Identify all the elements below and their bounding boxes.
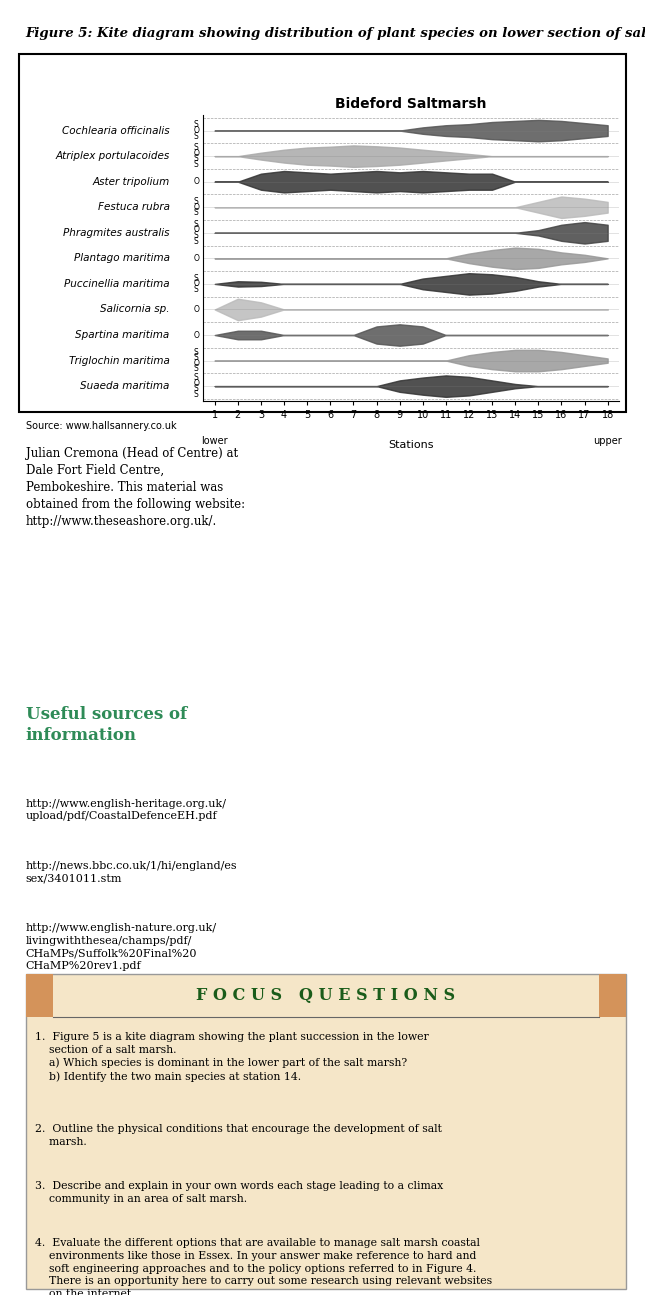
Text: S: S (194, 237, 199, 246)
Text: Suaeda maritima: Suaeda maritima (80, 381, 170, 391)
Text: Puccinellia maritima: Puccinellia maritima (64, 278, 170, 289)
Text: 3.  Describe and explain in your own words each stage leading to a climax
    co: 3. Describe and explain in your own word… (35, 1181, 444, 1204)
Text: O: O (193, 225, 199, 234)
Text: S: S (194, 144, 199, 153)
Text: Phragmites australis: Phragmites australis (63, 228, 170, 238)
Text: S: S (194, 273, 199, 282)
X-axis label: Stations: Stations (388, 440, 434, 449)
Text: Plantago maritima: Plantago maritima (74, 254, 170, 263)
Text: S: S (194, 354, 199, 363)
Text: Useful sources of
information: Useful sources of information (26, 706, 187, 743)
Text: O: O (193, 177, 199, 186)
Text: S: S (194, 390, 199, 399)
Text: 4.  Evaluate the different options that are available to manage salt marsh coast: 4. Evaluate the different options that a… (35, 1238, 493, 1295)
Text: S: S (194, 347, 199, 356)
Text: Festuca rubra: Festuca rubra (97, 202, 170, 212)
Text: Julian Cremona (Head of Centre) at
Dale Fort Field Centre,
Pembokeshire. This ma: Julian Cremona (Head of Centre) at Dale … (26, 447, 245, 528)
Text: O: O (193, 149, 199, 158)
Text: http://www.english-nature.org.uk/
livingwiththesea/champs/pdf/
CHaMPs/Suffolk%20: http://www.english-nature.org.uk/ living… (26, 923, 217, 970)
Text: S: S (194, 220, 199, 229)
Text: upper: upper (593, 436, 622, 445)
Text: Aster tripolium: Aster tripolium (92, 176, 170, 186)
Text: http://www.english-heritage.org.uk/
upload/pdf/CoastalDefenceEH.pdf: http://www.english-heritage.org.uk/ uplo… (26, 799, 227, 821)
Text: Cochlearia officinalis: Cochlearia officinalis (62, 126, 170, 136)
Text: Spartina maritima: Spartina maritima (75, 330, 170, 341)
Text: http://news.bbc.co.uk/1/hi/england/es
sex/3401011.stm: http://news.bbc.co.uk/1/hi/england/es se… (26, 861, 237, 883)
Text: S: S (194, 385, 199, 394)
Text: S: S (194, 197, 199, 206)
Text: Triglochin maritima: Triglochin maritima (69, 356, 170, 365)
Text: S: S (194, 208, 199, 218)
Text: S: S (194, 373, 199, 382)
Text: S: S (194, 364, 199, 373)
Text: O: O (193, 254, 199, 263)
Text: S: S (194, 161, 199, 170)
Text: Salicornia sp.: Salicornia sp. (100, 304, 170, 315)
Text: S: S (194, 231, 199, 240)
Text: O: O (193, 379, 199, 387)
Text: Figure 5: Kite diagram showing distribution of plant species on lower section of: Figure 5: Kite diagram showing distribut… (26, 27, 645, 40)
Text: S: S (194, 154, 199, 163)
Text: S: S (194, 132, 199, 141)
Text: S: S (194, 285, 199, 294)
Text: O: O (193, 330, 199, 339)
Text: 2.  Outline the physical conditions that encourage the development of salt
    m: 2. Outline the physical conditions that … (35, 1124, 442, 1147)
Text: S: S (194, 120, 199, 130)
Text: F O C U S   Q U E S T I O N S: F O C U S Q U E S T I O N S (196, 987, 455, 1004)
Text: lower: lower (201, 436, 228, 445)
Text: Atriplex portulacoides: Atriplex portulacoides (55, 152, 170, 161)
Text: 1.  Figure 5 is a kite diagram showing the plant succession in the lower
    sec: 1. Figure 5 is a kite diagram showing th… (35, 1032, 429, 1083)
Text: O: O (193, 304, 199, 313)
Text: O: O (193, 203, 199, 212)
Text: O: O (193, 126, 199, 135)
Text: Source: www.hallsannery.co.uk: Source: www.hallsannery.co.uk (26, 421, 177, 431)
Text: O: O (193, 280, 199, 289)
Title: Bideford Saltmarsh: Bideford Saltmarsh (335, 97, 487, 111)
Text: O: O (193, 359, 199, 368)
